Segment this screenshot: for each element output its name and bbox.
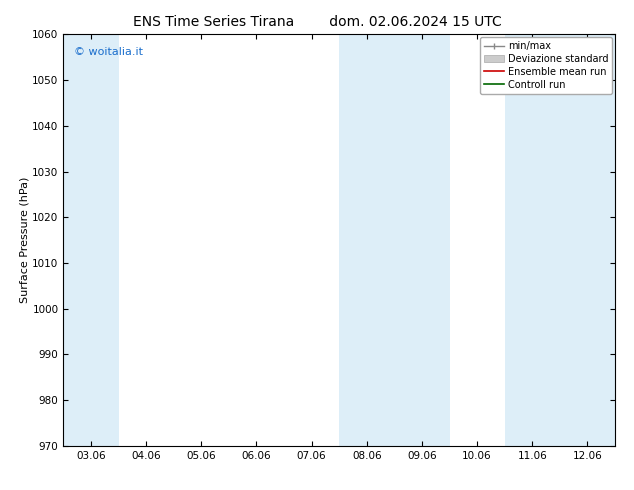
Bar (505, 34, 615, 446)
Y-axis label: Surface Pressure (hPa): Surface Pressure (hPa) (20, 177, 30, 303)
Bar (63, 34, 119, 446)
Legend: min/max, Deviazione standard, Ensemble mean run, Controll run: min/max, Deviazione standard, Ensemble m… (481, 37, 612, 94)
Text: © woitalia.it: © woitalia.it (74, 47, 143, 57)
Text: ENS Time Series Tirana        dom. 02.06.2024 15 UTC: ENS Time Series Tirana dom. 02.06.2024 1… (133, 15, 501, 29)
Bar (339, 34, 450, 446)
